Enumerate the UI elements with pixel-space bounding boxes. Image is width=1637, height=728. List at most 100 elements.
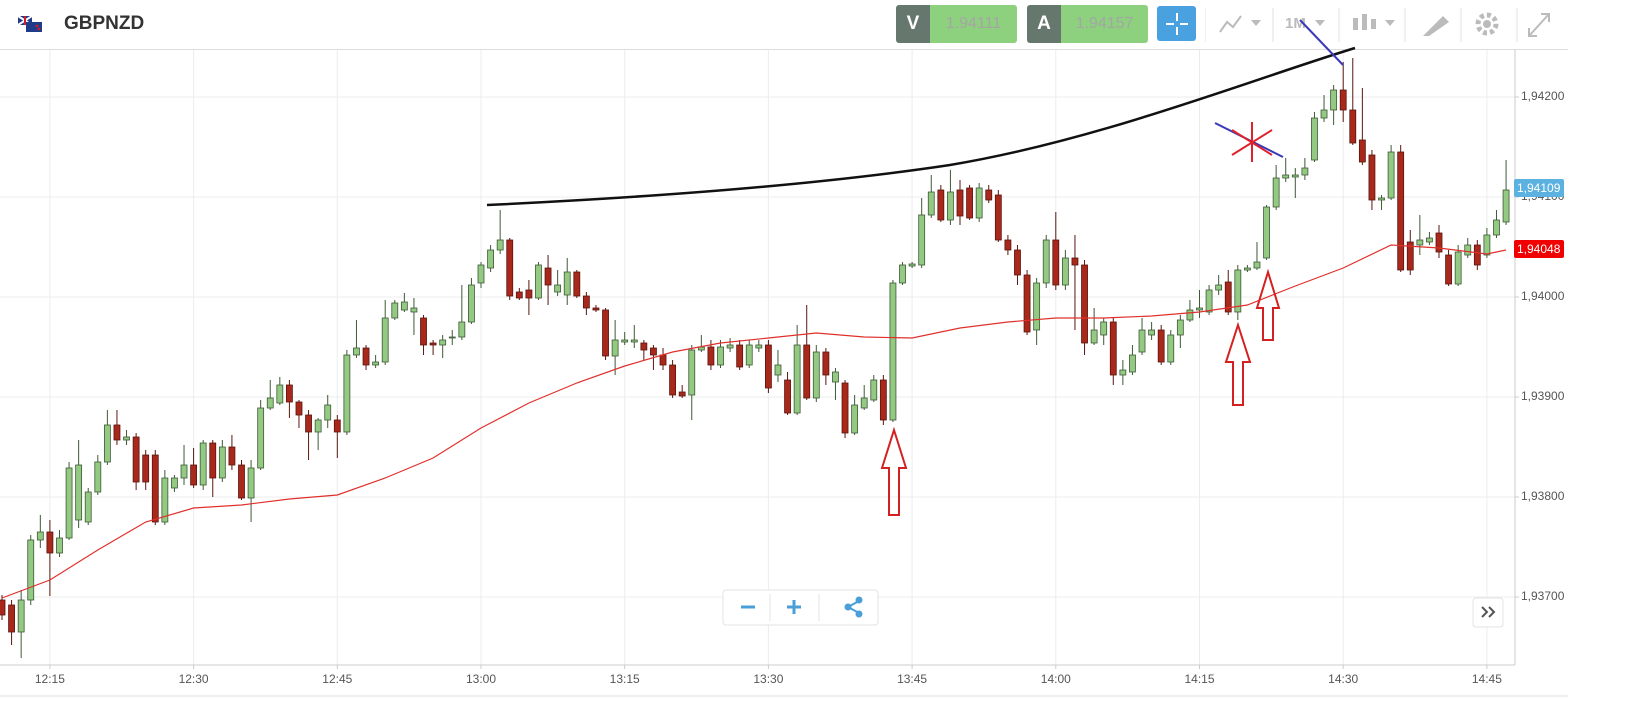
candle-body	[56, 537, 63, 554]
candle-body	[1445, 254, 1452, 285]
x-tick-label: 14:45	[1472, 672, 1502, 686]
candle-body	[755, 344, 763, 349]
y-tick-label: 1,94000	[1521, 289, 1565, 303]
candle-body	[717, 346, 724, 366]
candle-body	[305, 414, 312, 433]
candle-body	[506, 239, 514, 297]
candle-body	[851, 404, 859, 434]
ask-label[interactable]: A	[1027, 5, 1061, 43]
candle-body	[1004, 239, 1012, 251]
candle-body	[1406, 241, 1414, 271]
crosshair-button[interactable]	[1157, 6, 1197, 42]
candle-body	[870, 379, 878, 401]
candle-body	[257, 407, 265, 469]
candle-body	[1234, 269, 1242, 313]
bid-price[interactable]: 1.94111	[930, 5, 1017, 43]
candle-body	[1483, 234, 1491, 256]
candle-body	[592, 307, 600, 311]
scroll-end-button[interactable]	[1472, 597, 1504, 628]
x-tick-label: 12:30	[179, 672, 209, 686]
candle-body	[765, 344, 772, 389]
candle-body	[889, 282, 897, 421]
candle-body	[123, 436, 130, 441]
candle-body	[947, 191, 954, 221]
timeframe[interactable]: 1M	[1285, 15, 1306, 32]
candle-body	[966, 187, 973, 219]
candle-body	[410, 307, 418, 313]
candle-body	[1330, 89, 1338, 111]
candle-body	[27, 539, 35, 601]
price-label-box	[1514, 240, 1564, 258]
candle-body	[36, 531, 44, 541]
y-tick-label: 1,93900	[1521, 389, 1565, 403]
candle-body	[496, 239, 504, 251]
candle-body	[247, 467, 255, 499]
candle-body	[1100, 321, 1108, 336]
zoom-controls	[722, 589, 879, 626]
ask-price[interactable]: 1.94157	[1061, 5, 1148, 43]
candle-body	[1464, 244, 1472, 256]
candle-body	[822, 351, 830, 376]
axis-labels: 1,937001,938001,939001,940001,941001,942…	[35, 89, 1565, 686]
x-tick-label: 13:45	[897, 672, 927, 686]
candle-body	[1119, 369, 1127, 376]
candle-body	[1090, 329, 1098, 344]
candle-body	[841, 382, 849, 434]
share[interactable]	[844, 596, 863, 618]
candle-body	[1167, 334, 1175, 363]
candle-body	[1014, 249, 1021, 276]
candle-body	[75, 464, 83, 521]
candle-body	[1042, 239, 1050, 284]
star-mark	[1231, 122, 1273, 162]
candle-body	[1473, 244, 1481, 266]
candle-body	[1387, 151, 1395, 199]
candle-body	[276, 384, 284, 404]
candle-body	[1339, 89, 1347, 111]
candle-body	[1291, 174, 1299, 178]
candle-body	[429, 342, 437, 346]
candle-body	[171, 477, 178, 489]
y-tick-label: 1,94200	[1521, 89, 1565, 103]
candle-body	[228, 446, 236, 466]
x-tick-label: 13:30	[753, 672, 783, 686]
candle-body	[1186, 309, 1194, 321]
candle-body	[793, 344, 801, 414]
candle-body	[1157, 329, 1165, 363]
candle-body	[1148, 329, 1155, 336]
candle-body	[190, 464, 198, 486]
y-tick-label: 1,93700	[1521, 589, 1565, 603]
candle-body	[266, 397, 274, 409]
candle-body	[659, 354, 667, 366]
candle-body	[448, 336, 456, 339]
candle-body	[860, 397, 868, 409]
candle-body	[295, 401, 303, 416]
candle-body	[1397, 151, 1405, 271]
candle-body	[353, 347, 360, 356]
candle-body	[812, 351, 820, 399]
candle-body	[1426, 237, 1433, 243]
candle-body	[784, 379, 791, 414]
candle-body	[439, 339, 447, 346]
candle-body	[1244, 267, 1251, 271]
zoom-in[interactable]	[787, 600, 801, 614]
candle-body	[669, 364, 676, 396]
candle-body	[563, 271, 571, 296]
candle-body	[1215, 284, 1223, 291]
candle-body	[333, 419, 341, 433]
candle-body	[736, 344, 744, 368]
price-label-box	[1514, 179, 1564, 197]
candle-body	[381, 317, 389, 363]
plot-background	[0, 50, 1568, 696]
candle-body	[1205, 289, 1213, 313]
candle-body	[1176, 319, 1184, 336]
candle-body	[1301, 167, 1309, 176]
candle-body	[1263, 206, 1270, 259]
candle-body	[1224, 281, 1232, 313]
x-tick-label: 14:00	[1041, 672, 1071, 686]
candle-body	[975, 187, 983, 219]
candle-body	[640, 342, 648, 351]
bid-label[interactable]: V	[896, 5, 930, 43]
candle-body	[199, 442, 207, 486]
candle-body	[937, 189, 945, 221]
candle-body	[803, 344, 811, 399]
